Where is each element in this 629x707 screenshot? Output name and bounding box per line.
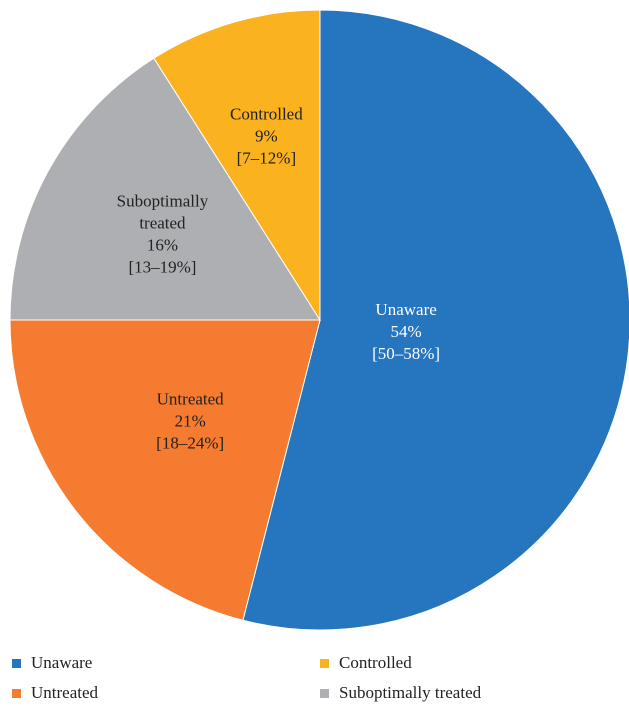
legend-item-suboptimally-treated: Suboptimally treated (320, 683, 481, 703)
slice-suboptimally-treated (9, 57, 321, 321)
legend-item-controlled: Controlled (320, 653, 412, 673)
legend-label-unaware: Unaware (31, 653, 93, 672)
legend-swatch-unaware (12, 658, 21, 668)
slice-untreated (9, 319, 321, 621)
legend-swatch-untreated (12, 688, 21, 698)
legend-label-untreated: Untreated (31, 683, 99, 702)
legend-item-untreated: Untreated (12, 683, 98, 703)
legend-item-unaware: Unaware (12, 653, 92, 673)
slice-controlled (153, 9, 321, 322)
slice-label-suboptimally-treated: Suboptimally treated 16% [13–19%] (117, 191, 209, 276)
slice-unaware (242, 9, 629, 631)
legend-swatch-suboptimally-treated (320, 688, 329, 698)
legend-label-controlled: Controlled (339, 653, 412, 672)
legend-swatch-controlled (320, 658, 329, 668)
slice-label-untreated: Untreated 21% [18–24%] (156, 390, 224, 453)
legend-label-suboptimally-treated: Suboptimally treated (339, 683, 482, 702)
legend: Unaware Controlled Untreated Suboptimall… (0, 645, 629, 705)
slice-label-controlled: Controlled 9% [7–12%] (230, 104, 303, 167)
slice-label-unaware: Unaware 54% [50–58%] (372, 300, 440, 363)
pie-chart: Unaware 54% [50–58%] Untreated 21% [18–24%] Su… (9, 9, 629, 631)
